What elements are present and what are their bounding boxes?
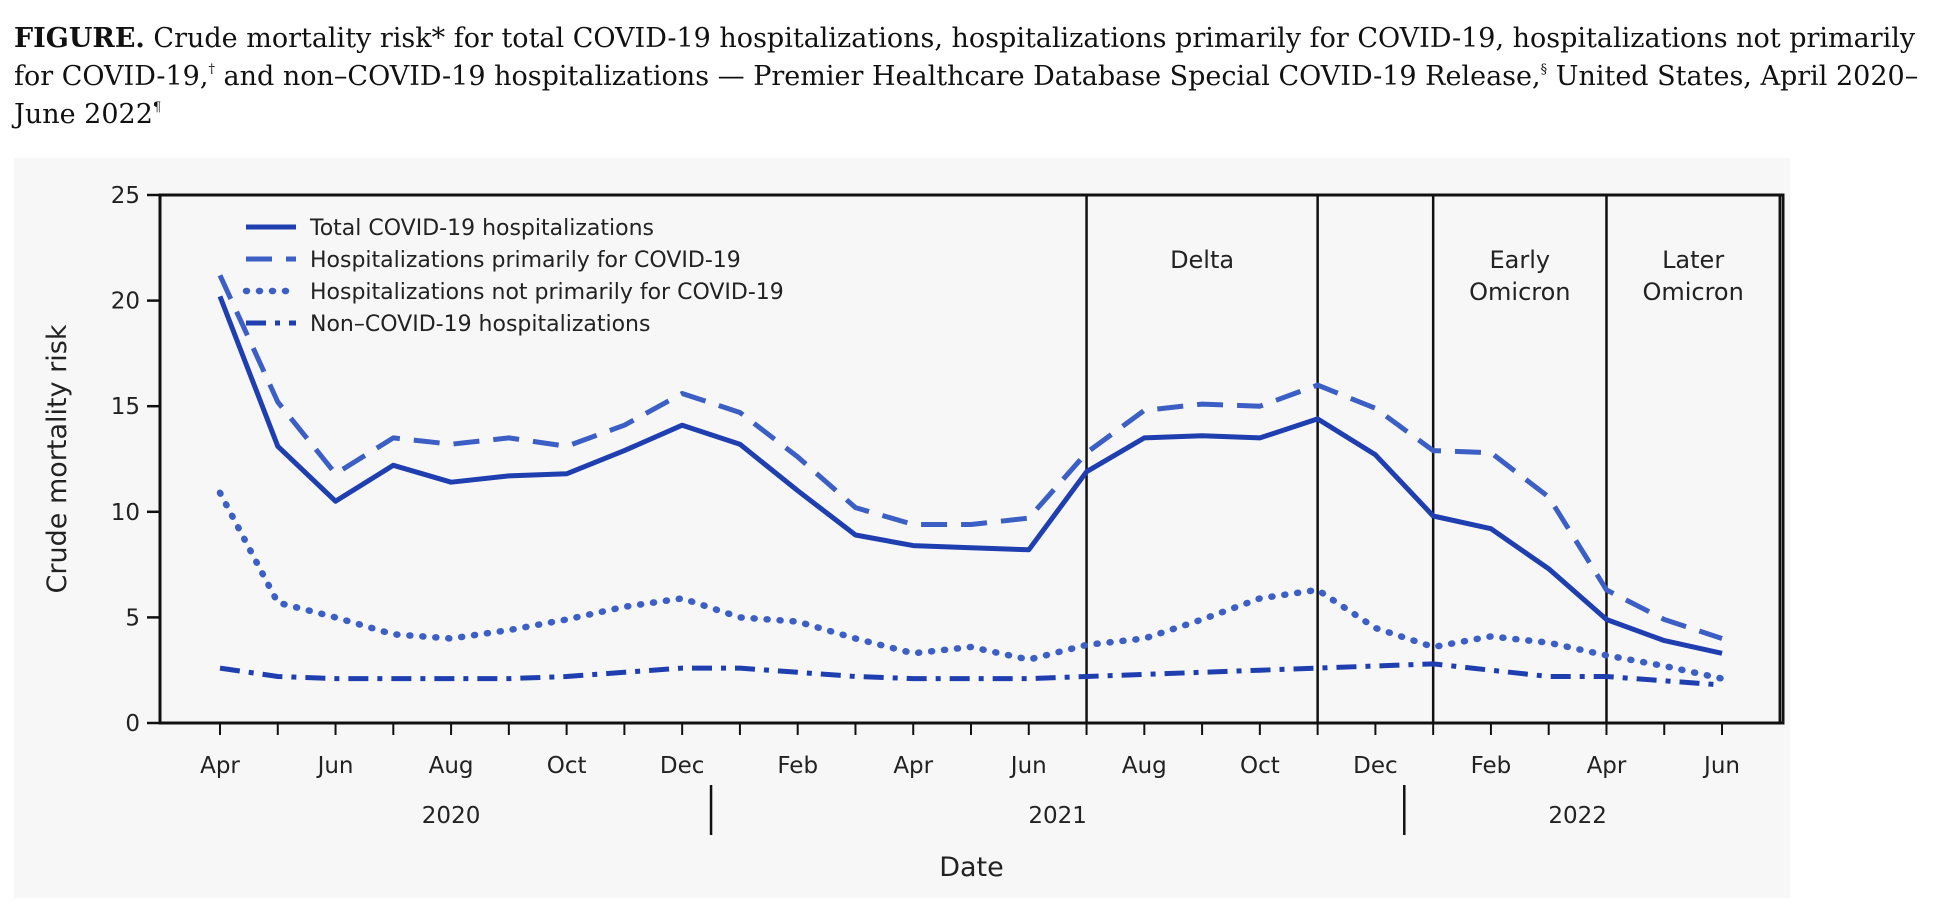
mortality-line-chart: Delta Early Omicron Later Omicron 0 5 10 15 20 25… — [14, 158, 1790, 898]
y-tick-label: 15 — [111, 394, 140, 420]
x-axis: Apr Jun Aug Oct Dec Feb Apr Jun Aug Oct Dec Feb Apr J… — [200, 723, 1740, 835]
period-label: Early — [1490, 246, 1551, 274]
footnote-pilcrow: ¶ — [153, 100, 161, 115]
period-label: Delta — [1170, 246, 1234, 274]
caption-text-2: and non–COVID-19 hospitalizations — Prem… — [215, 61, 1541, 92]
x-tick-label: Jun — [316, 753, 354, 779]
y-tick-label: 25 — [111, 183, 140, 209]
year-label: 2021 — [1028, 803, 1087, 829]
x-axis-title: Date — [939, 852, 1004, 883]
y-axis-title: Crude mortality risk — [42, 324, 73, 593]
x-tick-label: Oct — [1240, 753, 1280, 779]
x-tick-label: Feb — [777, 753, 818, 779]
y-tick-label: 20 — [111, 289, 140, 315]
x-tick-label: Apr — [200, 753, 240, 779]
x-tick-label: Feb — [1471, 753, 1512, 779]
x-tick-label: Jun — [1702, 753, 1740, 779]
chart-legend: Total COVID-19 hospitalizations Hospitali… — [246, 216, 784, 337]
series-points-dashdot — [220, 664, 1722, 685]
legend-label: Hospitalizations not primarily for COVID… — [310, 280, 784, 305]
series-points-dotted — [220, 493, 1722, 679]
y-tick-label: 0 — [125, 711, 140, 737]
chart-panel: Delta Early Omicron Later Omicron 0 5 10 15 20 25… — [14, 158, 1790, 898]
series-points-solid — [220, 296, 1722, 653]
x-tick-label: Oct — [547, 753, 587, 779]
figure-caption: FIGURE. Crude mortality risk* for total … — [14, 20, 1934, 134]
x-tick-label: Dec — [1353, 753, 1398, 779]
series-line-solid — [220, 296, 1722, 653]
x-tick-label: Dec — [660, 753, 705, 779]
year-label: 2020 — [422, 803, 481, 829]
x-tick-label: Aug — [429, 753, 474, 779]
x-tick-label: Apr — [893, 753, 933, 779]
y-tick-label: 10 — [111, 500, 140, 526]
x-tick-label: Apr — [1587, 753, 1627, 779]
figure-label: FIGURE. — [14, 23, 145, 54]
period-label: Later — [1662, 246, 1724, 274]
legend-label: Hospitalizations primarily for COVID-19 — [310, 248, 741, 273]
y-axis: 0 5 10 15 20 25 — [111, 183, 160, 737]
period-label: Omicron — [1642, 278, 1743, 306]
period-label: Omicron — [1469, 278, 1570, 306]
series-line-dotted — [220, 493, 1722, 679]
year-label: 2022 — [1548, 803, 1607, 829]
legend-label: Non–COVID-19 hospitalizations — [310, 312, 650, 337]
series-line-dashdot — [220, 664, 1722, 685]
x-tick-label: Jun — [1009, 753, 1047, 779]
legend-label: Total COVID-19 hospitalizations — [309, 216, 654, 241]
y-tick-label: 5 — [125, 605, 140, 631]
x-tick-label: Aug — [1122, 753, 1167, 779]
